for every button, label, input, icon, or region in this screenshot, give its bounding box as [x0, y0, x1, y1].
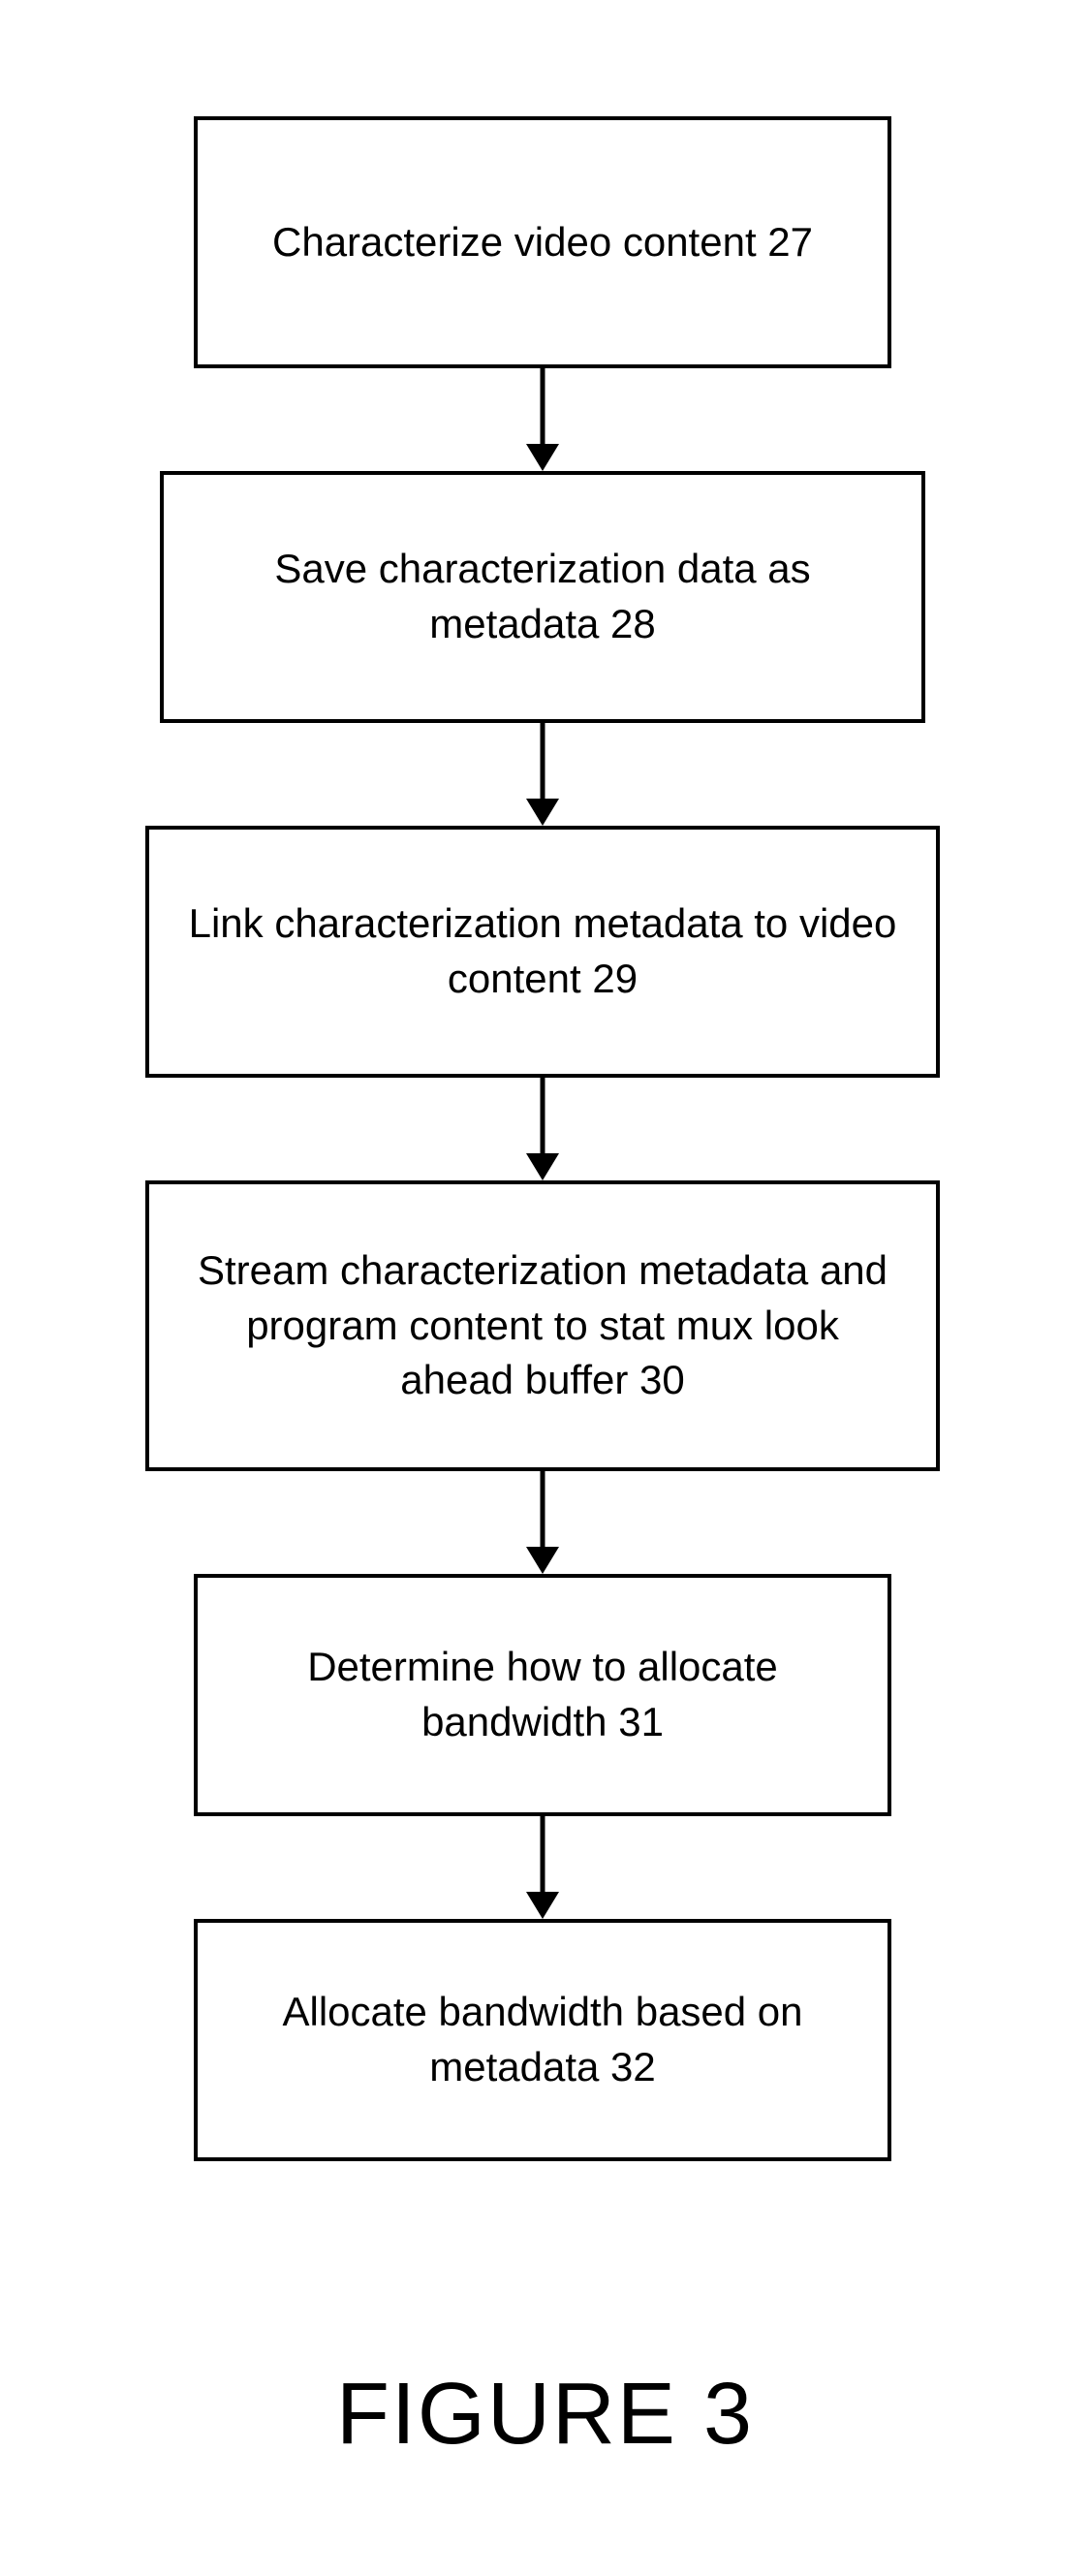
flow-arrow-2 [145, 1078, 940, 1180]
flow-box-0: Characterize video content 27 [194, 116, 891, 368]
flow-box-1: Save characterization data as metadata 2… [160, 471, 925, 723]
flow-box-label: Allocate bandwidth based on metadata 32 [236, 1985, 849, 2094]
flow-box-label: Stream characterization metadata and pro… [188, 1243, 897, 1408]
flowchart-container: Characterize video content 27 Save charac… [145, 116, 940, 2161]
flow-box-label: Save characterization data as metadata 2… [202, 542, 883, 651]
figure-label-text: FIGURE 3 [336, 2366, 754, 2463]
flow-arrow-1 [145, 723, 940, 826]
flow-arrow-4 [145, 1816, 940, 1919]
flow-box-label: Link characterization metadata to video … [188, 896, 897, 1006]
flow-box-label: Characterize video content 27 [272, 215, 813, 270]
flow-arrow-0 [145, 368, 940, 471]
flow-arrow-3 [145, 1471, 940, 1574]
flow-box-4: Determine how to allocate bandwidth 31 [194, 1574, 891, 1816]
figure-label: FIGURE 3 [0, 2365, 1090, 2465]
flow-box-5: Allocate bandwidth based on metadata 32 [194, 1919, 891, 2161]
flow-box-2: Link characterization metadata to video … [145, 826, 940, 1078]
flow-box-label: Determine how to allocate bandwidth 31 [236, 1640, 849, 1749]
flow-box-3: Stream characterization metadata and pro… [145, 1180, 940, 1471]
